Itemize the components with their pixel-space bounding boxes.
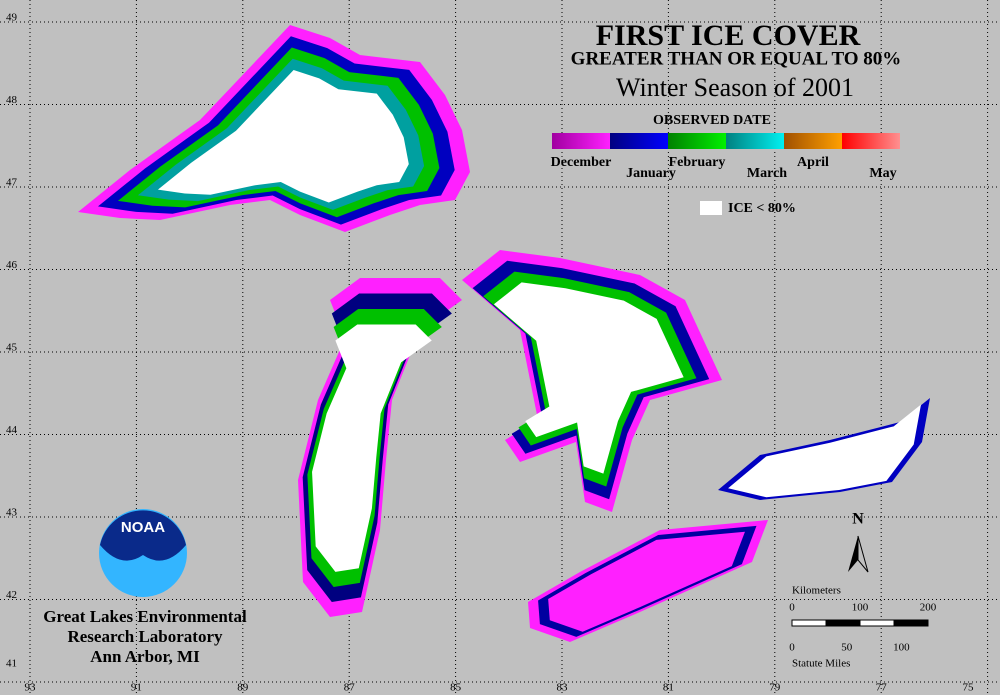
longitude-label: 85 [450, 682, 462, 694]
latitude-label: 42 [6, 589, 17, 601]
lake-ice [728, 404, 921, 498]
longitude-label: 79 [769, 682, 781, 694]
latitude-label: 48 [6, 94, 18, 106]
latitude-label: 49 [6, 12, 18, 24]
legend-swatch [726, 133, 784, 149]
lakes [78, 25, 930, 642]
longitude-label: 87 [344, 682, 356, 694]
latitude-label: 47 [6, 177, 18, 189]
scale-segment [859, 619, 895, 627]
credit-line: Research Laboratory [67, 627, 223, 646]
longitude-label: 81 [663, 682, 674, 694]
legend-label: December [551, 155, 612, 170]
no-ice-label: ICE < 80% [728, 201, 796, 216]
scale-segment [893, 619, 929, 627]
north-arrow-outline [857, 535, 869, 573]
legend-label: February [669, 155, 726, 170]
scale-title: Statute Miles [792, 658, 850, 670]
north-arrow [848, 536, 858, 572]
scale-segment [791, 619, 827, 627]
logo-text: NOAA [121, 519, 165, 536]
noaa-logo: NOAA [99, 509, 187, 597]
lake-ice [548, 531, 745, 632]
mile-tick-label: 100 [893, 642, 910, 654]
subtitle: GREATER THAN OR EQUAL TO 80% [571, 48, 902, 69]
lake-ice [312, 324, 432, 572]
scale-bar: Kilometers 0 100 200 0 50 100 Statute Miles [789, 585, 937, 670]
km-tick-label: 100 [852, 602, 869, 614]
latitude-label: 46 [6, 259, 18, 271]
longitude-label: 89 [237, 682, 249, 694]
legend-swatch [842, 133, 900, 149]
mile-tick-label: 0 [789, 642, 795, 654]
longitude-label: 91 [131, 682, 142, 694]
km-tick-label: 0 [789, 602, 795, 614]
lake-ice [493, 282, 684, 474]
longitude-label: 77 [876, 682, 888, 694]
scale-segment [825, 619, 861, 627]
logo-top [100, 510, 186, 561]
legend-label: March [747, 166, 787, 181]
legend-title: OBSERVED DATE [653, 113, 771, 128]
latitude-label: 44 [6, 424, 18, 436]
latitude-label: 43 [6, 507, 18, 519]
scale-title: Kilometers [792, 585, 841, 597]
latitude-label: 45 [6, 342, 18, 354]
legend-label: January [626, 166, 676, 181]
legend-swatch [784, 133, 842, 149]
lake-ice [157, 69, 409, 203]
longitude-label: 75 [963, 682, 975, 694]
legend-label: May [869, 166, 896, 181]
no-ice-swatch [700, 201, 722, 215]
season: Winter Season of 2001 [616, 73, 854, 102]
title: FIRST ICE COVER [596, 19, 861, 52]
mile-tick-label: 50 [841, 642, 853, 654]
north-label: N [852, 511, 864, 528]
km-tick-label: 200 [920, 602, 937, 614]
latitude-label: 41 [6, 658, 17, 670]
legend-label: April [797, 155, 829, 170]
credit-line: Ann Arbor, MI [90, 647, 200, 666]
legend-swatch [610, 133, 668, 149]
legend-swatch [552, 133, 610, 149]
longitude-label: 83 [557, 682, 569, 694]
credit-line: Great Lakes Environmental [43, 607, 247, 626]
longitude-label: 93 [25, 682, 37, 694]
legend-swatch [668, 133, 726, 149]
